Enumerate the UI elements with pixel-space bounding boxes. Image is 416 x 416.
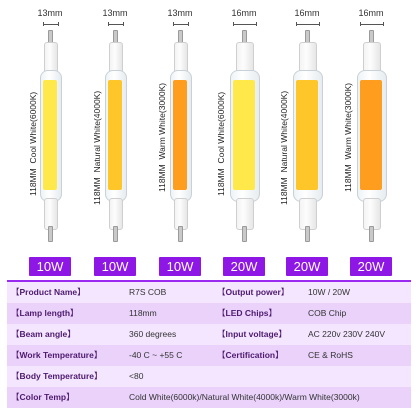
lamp-6-wattage-badge: 20W: [350, 257, 392, 276]
lamp-6-color: Warm White(3000K): [343, 82, 353, 160]
lamp-6-side-label: 118MM Warm White(3000K): [343, 83, 353, 192]
spec-value-product-name: R7S COB: [129, 287, 167, 297]
lamp-5-color: Natural White(4000K): [279, 90, 289, 173]
spec-label-led-chips: LED Chips: [217, 303, 277, 324]
lamp-5-wattage-badge: 20W: [286, 257, 328, 276]
lamp-5-side-label: 118MM Natural White(4000K): [279, 91, 289, 205]
spec-value-lamp-length: 118mm: [129, 308, 157, 318]
lamp-6-length: 118MM: [343, 164, 353, 192]
lamp-5-cob-bar: [296, 80, 318, 190]
lamp-4: 16mm 118MM Cool White(6000K) 20W: [214, 0, 274, 276]
lamp-1-diameter: 13mm: [37, 8, 63, 18]
lamp-3-cob-bar: [173, 80, 187, 190]
lamp-1: 13mm 118MM Cool White(6000K) 10W: [20, 0, 80, 276]
spec-label-body-temperature: Body Temperature: [11, 366, 103, 387]
lamp-3: 13mm 118MM Warm White(3000K) 10W: [150, 0, 210, 276]
spec-value-work-temperature: -40 C ~ +55 C: [129, 350, 183, 360]
lamp-2-diameter-line: [108, 22, 124, 26]
spec-row-6: Color Temp Cold White(6000k)/Natural Whi…: [7, 387, 411, 408]
lamp-3-diameter-line: [173, 22, 189, 26]
lamp-6: 16mm 118MM Warm White(3000K) 20W: [341, 0, 401, 276]
lamp-5-bottom-pin: [305, 226, 310, 242]
spec-label-input-voltage: Input voltage: [217, 324, 287, 345]
lamp-2-length: 118MM: [92, 177, 102, 205]
lamp-3-bottom-pin: [178, 226, 183, 242]
lamp-1-wattage-badge: 10W: [29, 257, 71, 276]
lamp-2-cob-bar: [108, 80, 122, 190]
lamp-1-side-label: 118MM Cool White(6000K): [28, 92, 38, 196]
lamp-2-diameter: 13mm: [102, 8, 128, 18]
lamp-5-length: 118MM: [279, 177, 289, 205]
lamp-5-diameter-line: [296, 22, 320, 26]
lamp-1-color: Cool White(6000K): [28, 91, 38, 164]
lamp-4-diameter: 16mm: [231, 8, 257, 18]
lamp-6-cob-bar: [360, 80, 382, 190]
spec-row-5: Body Temperature <80: [7, 366, 411, 387]
spec-value-color-temp: Cold White(6000k)/Natural White(4000k)/W…: [129, 392, 360, 402]
lamp-4-wattage-badge: 20W: [223, 257, 265, 276]
spec-label-color-temp: Color Temp: [11, 387, 75, 408]
lamp-3-diameter: 13mm: [167, 8, 193, 18]
spec-label-beam-angle: Beam angle: [11, 324, 76, 345]
spec-label-work-temperature: Work Temperature: [11, 345, 102, 366]
spec-row-4: Work Temperature -40 C ~ +55 C Certifica…: [7, 345, 411, 366]
lamp-1-diameter-line: [43, 22, 59, 26]
lamp-4-side-label: 118MM Cool White(6000K): [216, 92, 226, 196]
spec-value-body-temperature: <80: [129, 371, 144, 381]
spec-row-3: Beam angle 360 degrees Input voltage AC …: [7, 324, 411, 345]
spec-row-1: Product Name R7S COB Output power 10W / …: [7, 282, 411, 303]
lamp-4-cob-bar: [233, 80, 255, 190]
lamp-1-length: 118MM: [28, 168, 38, 196]
lamp-5-diameter: 16mm: [294, 8, 320, 18]
lamp-4-length: 118MM: [216, 168, 226, 196]
lamp-3-wattage-badge: 10W: [159, 257, 201, 276]
spec-label-output-power: Output power: [217, 282, 289, 303]
lamp-3-side-label: 118MM Warm White(3000K): [157, 83, 167, 192]
spec-value-led-chips: COB Chip: [308, 308, 347, 318]
lamp-4-bottom-pin: [242, 226, 247, 242]
lamp-2-side-label: 118MM Natural White(4000K): [92, 91, 102, 205]
lamp-3-color: Warm White(3000K): [157, 82, 167, 160]
spec-label-certification: Certification: [217, 345, 284, 366]
spec-value-input-voltage: AC 220v 230V 240V: [308, 329, 386, 339]
spec-label-lamp-length: Lamp length: [11, 303, 79, 324]
spec-value-output-power: 10W / 20W: [308, 287, 351, 297]
lamp-6-bottom-pin: [369, 226, 374, 242]
lamp-1-cob-bar: [43, 80, 57, 190]
spec-value-beam-angle: 360 degrees: [129, 329, 177, 339]
lamp-6-diameter-line: [360, 22, 384, 26]
spec-label-product-name: Product Name: [11, 282, 86, 303]
lamp-2-bottom-pin: [113, 226, 118, 242]
spec-value-certification: CE & RoHS: [308, 350, 353, 360]
lamp-5: 16mm 118MM Natural White(4000K) 20W: [277, 0, 337, 276]
lamp-6-diameter: 16mm: [358, 8, 384, 18]
spec-row-2: Lamp length 118mm LED Chips COB Chip: [7, 303, 411, 324]
lamp-4-color: Cool White(6000K): [216, 91, 226, 164]
lamp-2-color: Natural White(4000K): [92, 90, 102, 173]
lamp-2-wattage-badge: 10W: [94, 257, 136, 276]
lamp-3-length: 118MM: [157, 164, 167, 192]
lamp-2: 13mm 118MM Natural White(4000K) 10W: [85, 0, 145, 276]
lamp-1-bottom-pin: [48, 226, 53, 242]
lamp-4-diameter-line: [233, 22, 257, 26]
